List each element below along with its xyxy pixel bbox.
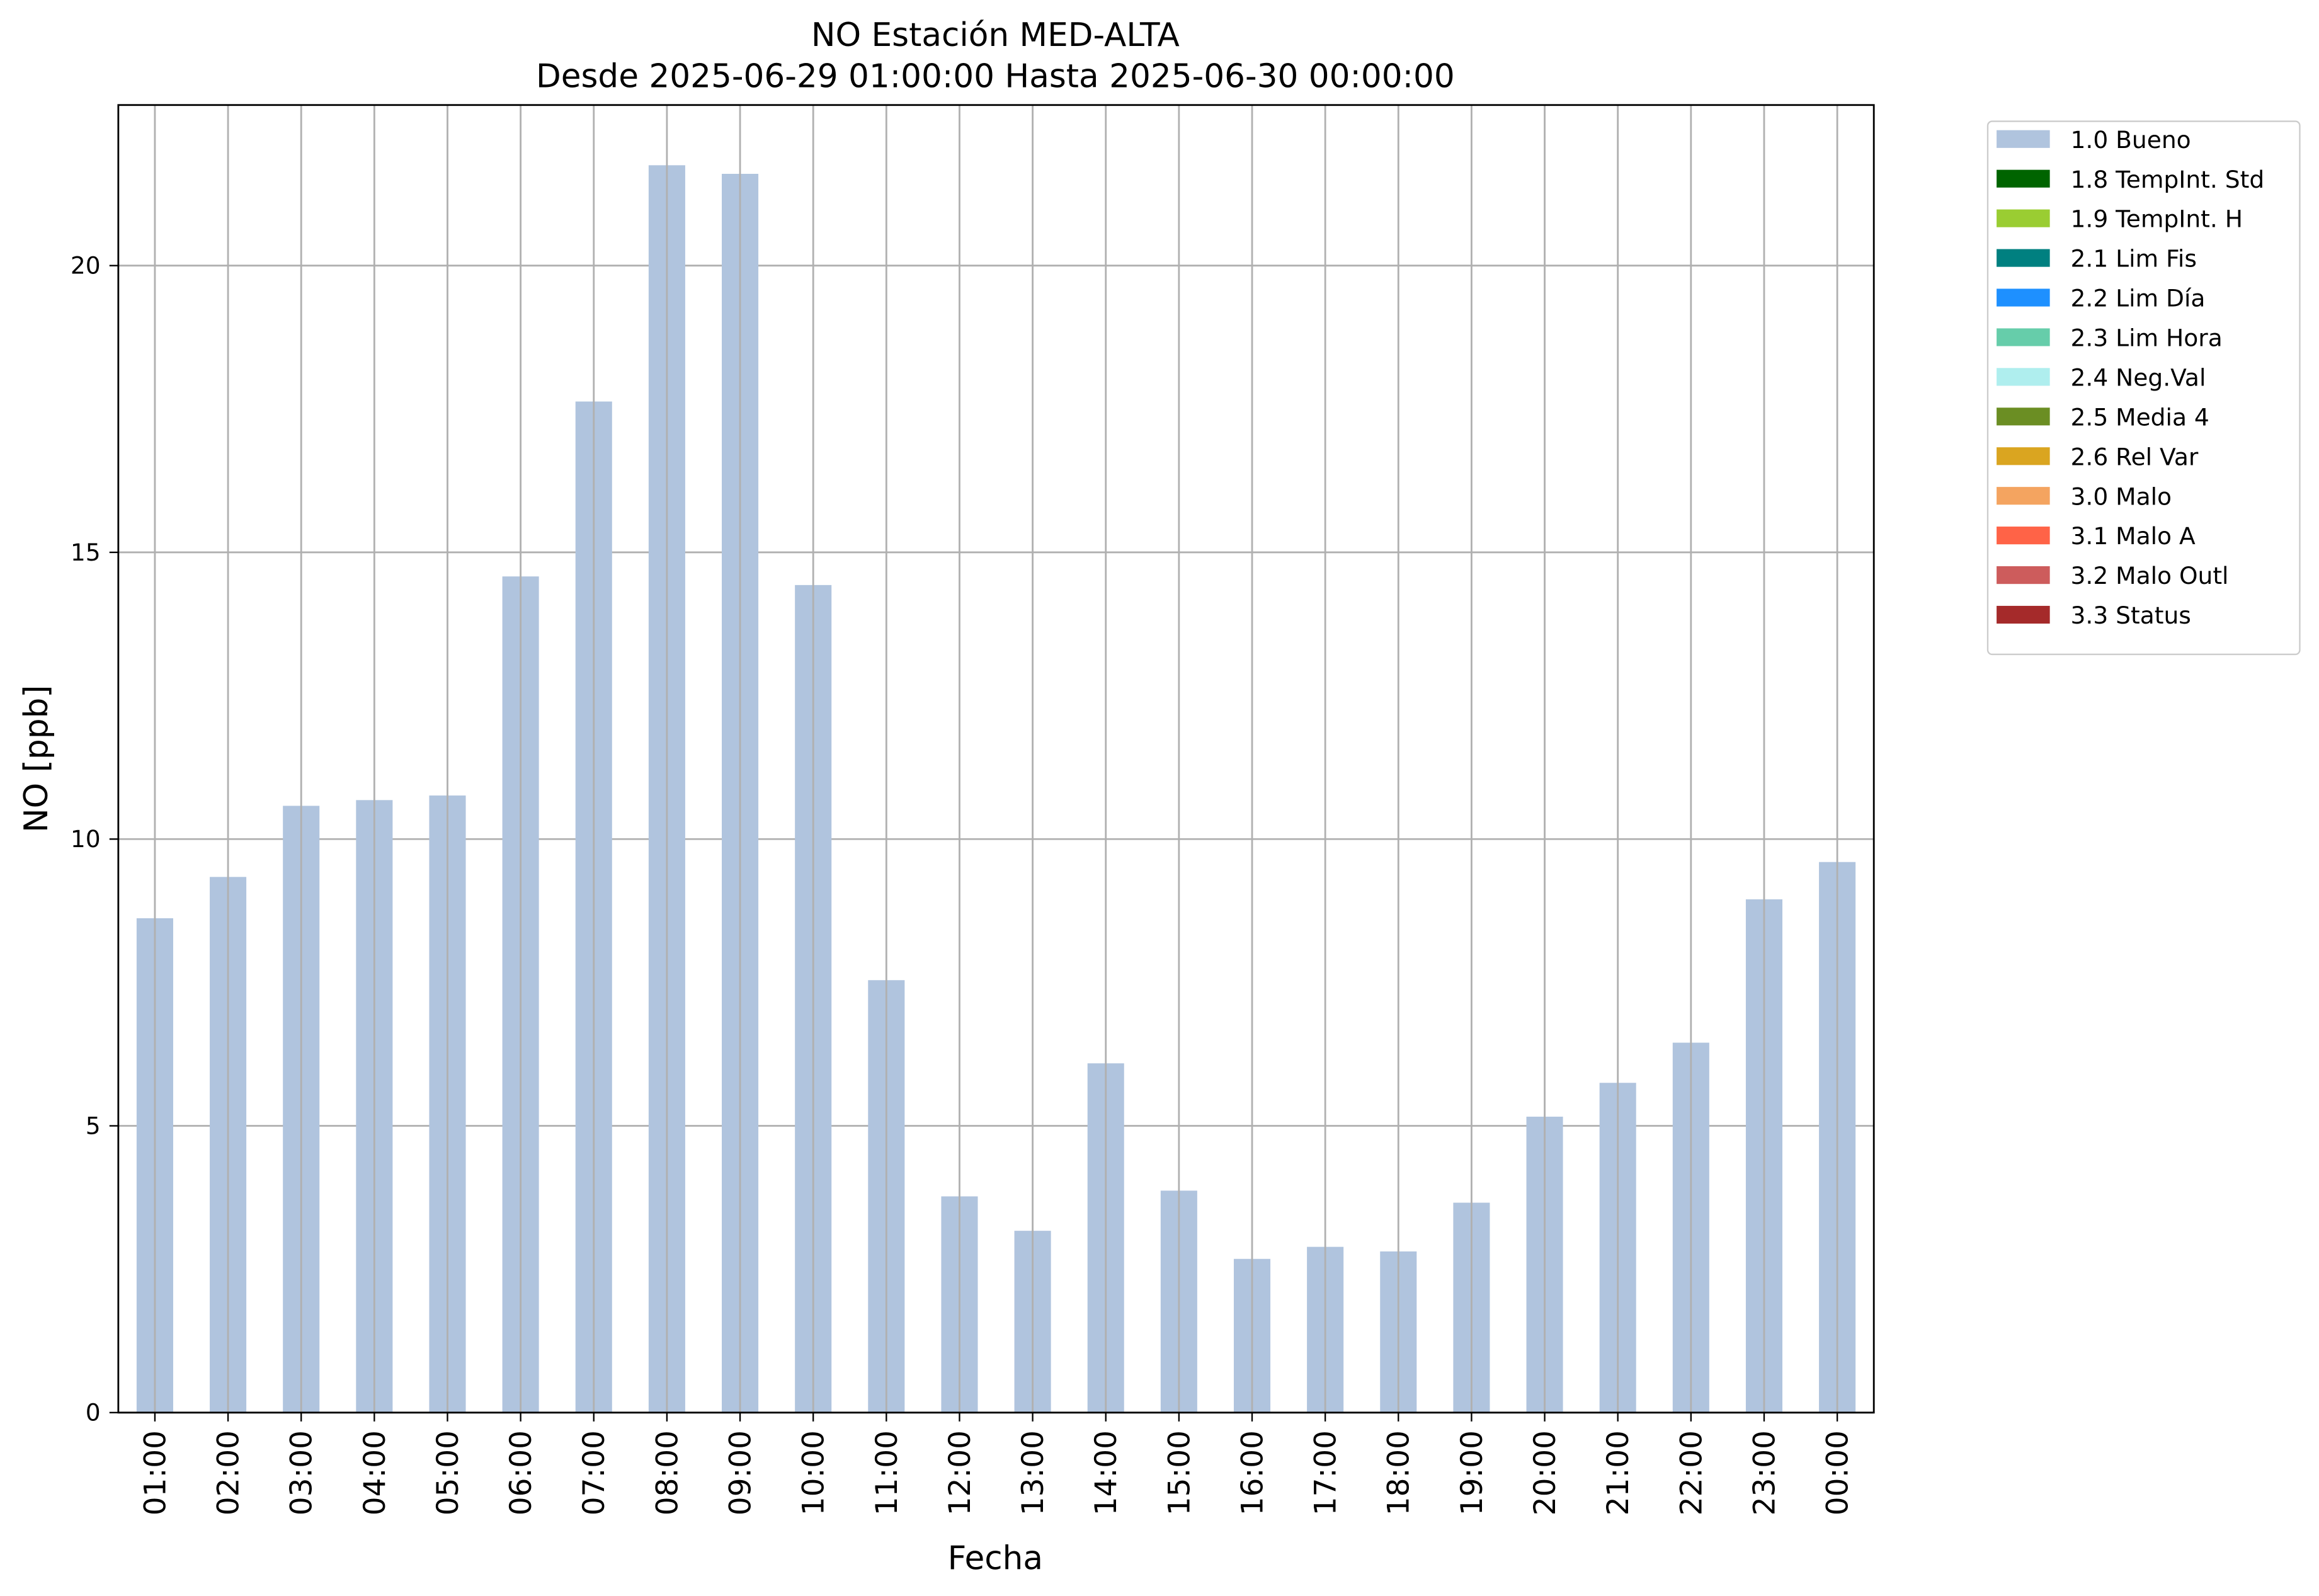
x-tick-label: 22:00	[1674, 1430, 1709, 1515]
x-tick-label: 21:00	[1601, 1430, 1636, 1515]
y-axis-label: NO [ppb]	[18, 685, 55, 833]
legend-swatch	[1997, 209, 2050, 227]
legend-label: 2.1 Lim Fis	[2071, 245, 2197, 273]
legend-label: 2.5 Media 4	[2071, 403, 2209, 431]
y-tick-label: 5	[86, 1112, 101, 1139]
legend-swatch	[1997, 605, 2050, 624]
x-tick-label: 04:00	[358, 1430, 392, 1515]
x-tick-label: 10:00	[797, 1430, 831, 1515]
x-tick-label: 13:00	[1016, 1430, 1051, 1515]
legend-swatch	[1997, 328, 2050, 346]
x-tick-label: 02:00	[212, 1430, 246, 1515]
y-tick-label: 15	[71, 539, 101, 566]
legend-swatch	[1997, 447, 2050, 465]
x-tick-label: 06:00	[504, 1430, 538, 1515]
chart-subtitle: Desde 2025-06-29 01:00:00 Hasta 2025-06-…	[536, 58, 1455, 96]
x-tick-label: 18:00	[1382, 1430, 1416, 1515]
legend-label: 2.6 Rel Var	[2071, 443, 2199, 470]
x-tick-label: 00:00	[1821, 1430, 1855, 1515]
legend-label: 2.4 Neg.Val	[2071, 363, 2206, 391]
legend-label: 3.1 Malo A	[2071, 522, 2196, 550]
plot-frame	[117, 104, 1875, 1414]
y-tick-label: 20	[71, 252, 101, 280]
legend-label: 1.8 TempInt. Std	[2071, 166, 2265, 193]
x-tick-label: 17:00	[1309, 1430, 1343, 1515]
legend-label: 2.3 Lim Hora	[2071, 324, 2223, 352]
legend-label: 3.3 Status	[2071, 601, 2191, 629]
legend-swatch	[1997, 169, 2050, 188]
y-tick-label: 0	[86, 1399, 101, 1427]
x-tick-label: 12:00	[943, 1430, 977, 1515]
legend-label: 2.2 Lim Día	[2071, 285, 2206, 312]
x-tick-label: 15:00	[1162, 1430, 1197, 1515]
y-tick-label: 10	[71, 825, 101, 853]
x-tick-label: 19:00	[1455, 1430, 1490, 1515]
legend-swatch	[1997, 130, 2050, 148]
x-tick-label: 09:00	[723, 1430, 758, 1515]
chart-title: NO Estación MED-ALTA	[811, 16, 1180, 54]
legend-label: 3.0 Malo	[2071, 482, 2172, 510]
legend-label: 1.0 Bueno	[2071, 126, 2191, 154]
legend-swatch	[1997, 487, 2050, 505]
x-tick-label: 20:00	[1528, 1430, 1563, 1515]
x-tick-label: 16:00	[1235, 1430, 1270, 1515]
x-tick-label: 01:00	[138, 1430, 173, 1515]
legend-swatch	[1997, 288, 2050, 307]
legend-swatch	[1997, 527, 2050, 545]
legend-swatch	[1997, 249, 2050, 267]
x-tick-label: 11:00	[870, 1430, 904, 1515]
x-tick-label: 03:00	[285, 1430, 319, 1515]
x-tick-label: 23:00	[1747, 1430, 1782, 1515]
x-tick-label: 14:00	[1089, 1430, 1124, 1515]
x-tick-label: 08:00	[650, 1430, 685, 1515]
x-tick-label: 05:00	[431, 1430, 465, 1515]
legend-swatch	[1997, 368, 2050, 386]
legend-swatch	[1997, 408, 2050, 426]
legend-swatch	[1997, 566, 2050, 584]
legend-label: 3.2 Malo Outl	[2071, 562, 2229, 590]
x-tick-label: 07:00	[577, 1430, 612, 1515]
legend-label: 1.9 TempInt. H	[2071, 205, 2243, 233]
x-axis-label: Fecha	[948, 1540, 1043, 1578]
legend-box	[1986, 120, 2301, 656]
